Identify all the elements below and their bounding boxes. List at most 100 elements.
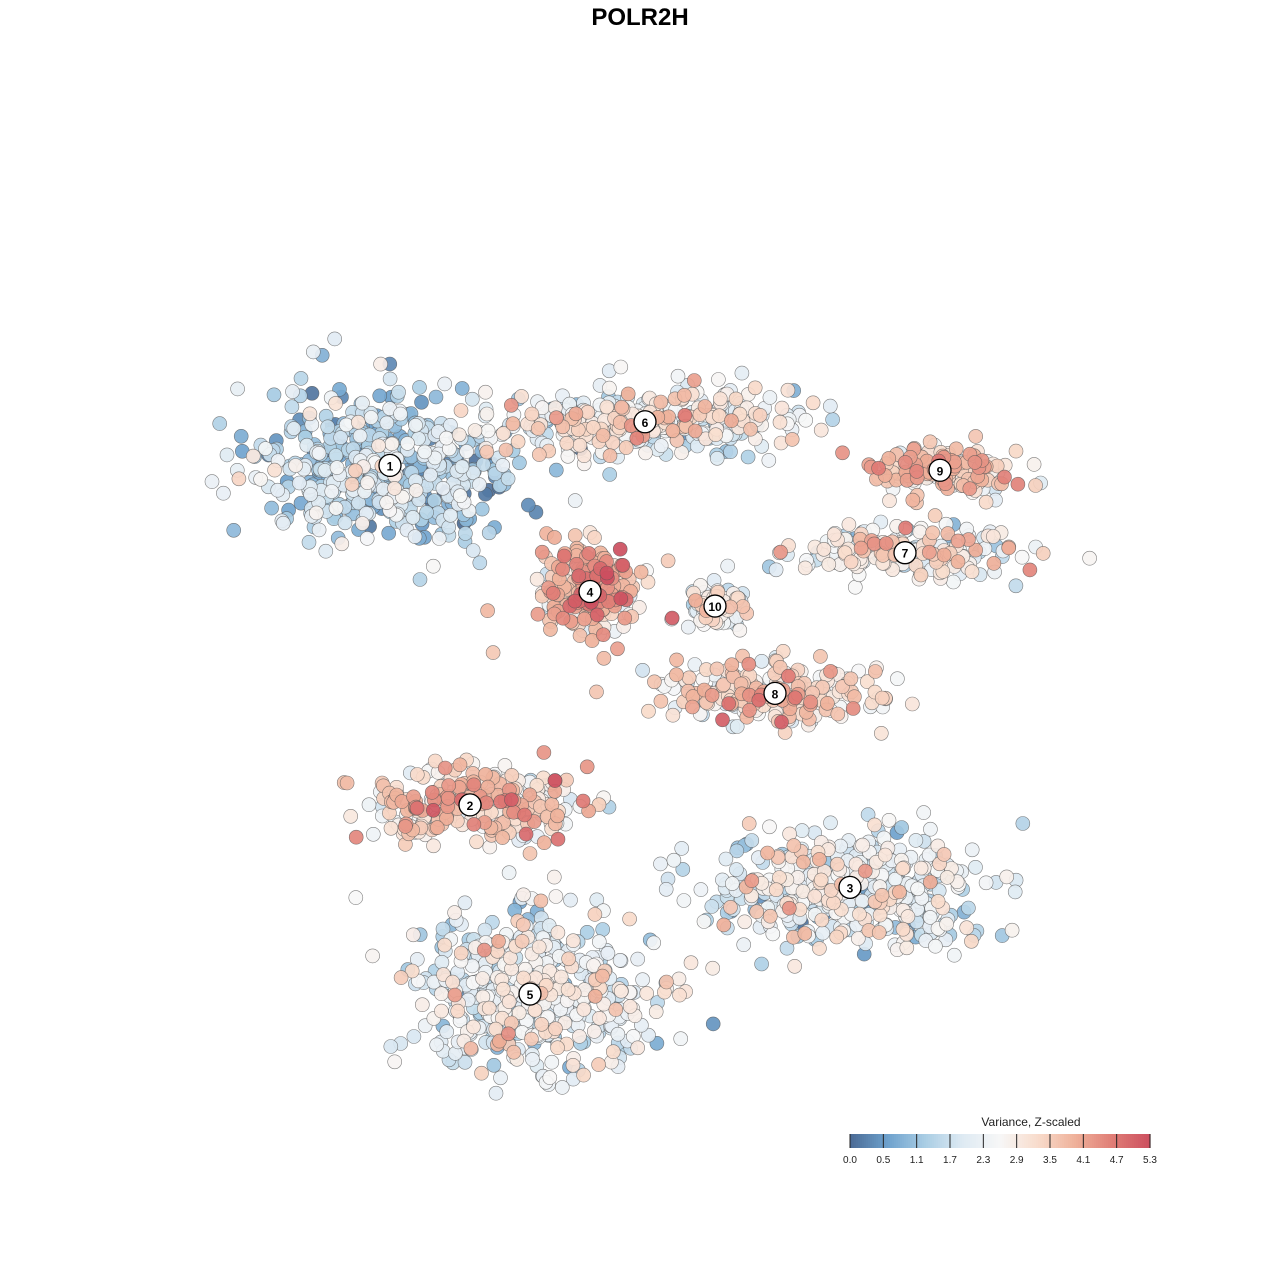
cell-point	[913, 567, 929, 583]
cluster-labels-layer: 1 6 4 10 9 7 8 2 3 5	[378, 410, 952, 1006]
cell-point	[495, 458, 511, 473]
legend-gradient-step	[894, 1134, 897, 1148]
cluster-label: 8	[763, 681, 787, 705]
cell-point	[479, 444, 495, 460]
cell-point	[371, 438, 386, 454]
cell-point	[453, 403, 469, 418]
cell-point	[898, 520, 913, 536]
cell-point	[968, 429, 984, 444]
cluster-label-badge	[518, 982, 542, 1006]
cell-point	[708, 427, 724, 443]
legend-gradient-step	[942, 1134, 945, 1148]
cluster-label-badge	[458, 793, 482, 817]
cell-point	[826, 895, 841, 911]
legend-gradient-step	[948, 1134, 951, 1148]
legend-gradient-step	[904, 1134, 907, 1148]
cell-point	[447, 987, 463, 1003]
legend-gradient-step	[996, 1134, 999, 1148]
cell-point	[264, 500, 279, 516]
legend-gradient-step	[1062, 1134, 1065, 1148]
cell-point	[985, 529, 1001, 544]
cluster-label-text: 10	[708, 600, 722, 614]
cell-point	[324, 484, 340, 499]
legend-gradient-step	[1088, 1134, 1091, 1148]
cell-point	[715, 712, 730, 728]
cell-point	[772, 414, 788, 430]
cell-point	[671, 971, 687, 987]
legend-tick-label: 4.1	[1076, 1155, 1090, 1166]
cell-point	[500, 471, 516, 487]
cell-point	[533, 893, 549, 909]
legend-gradient-step	[1120, 1134, 1123, 1148]
cell-point	[721, 696, 737, 711]
legend-gradient-step	[1116, 1134, 1119, 1148]
cluster-label-text: 6	[642, 416, 649, 430]
cell-point	[555, 610, 571, 626]
legend-gradient-step	[908, 1134, 911, 1148]
cell-point	[961, 900, 976, 916]
cell-point	[664, 610, 680, 626]
cell-point	[873, 725, 889, 741]
cell-point	[749, 904, 765, 920]
cell-point	[305, 344, 321, 360]
cell-point	[355, 395, 370, 411]
cell-point	[894, 820, 909, 835]
legend-gradient-step	[968, 1134, 971, 1148]
legend-gradient-step	[936, 1134, 939, 1148]
cluster-label-text: 7	[902, 547, 909, 561]
cell-point	[517, 807, 532, 823]
legend-gradient-step	[1080, 1134, 1083, 1148]
cell-point	[518, 826, 534, 842]
cell-point	[469, 834, 484, 850]
cell-point	[841, 517, 857, 532]
cell-point	[905, 492, 921, 508]
cell-point	[516, 887, 531, 903]
cell-point	[338, 417, 354, 433]
cell-point	[978, 494, 994, 510]
cell-point	[728, 391, 744, 407]
legend-gradient-step	[886, 1134, 889, 1148]
cell-point	[780, 382, 796, 398]
cell-point	[1014, 549, 1030, 565]
cell-point	[653, 438, 669, 453]
legend-gradient-step	[1140, 1134, 1143, 1148]
legend-gradient-step	[1066, 1134, 1069, 1148]
cell-point	[805, 395, 821, 411]
cell-point	[741, 656, 757, 672]
legend-gradient-step	[954, 1134, 957, 1148]
cluster-label: 5	[518, 982, 542, 1006]
cell-point	[514, 933, 530, 949]
cell-point	[675, 862, 691, 877]
cell-point	[428, 389, 444, 405]
cell-point	[740, 449, 756, 465]
cell-point	[826, 527, 842, 542]
cell-point	[577, 611, 592, 627]
cell-point	[344, 476, 360, 492]
cell-point	[752, 407, 768, 423]
legend-gradient-step	[1098, 1134, 1101, 1148]
cell-point	[398, 819, 413, 834]
cell-point	[908, 833, 924, 848]
cell-point	[343, 808, 359, 824]
cell-point	[459, 444, 474, 459]
cell-point	[383, 1039, 399, 1054]
legend-gradient-step	[1094, 1134, 1097, 1148]
cell-point	[687, 423, 703, 439]
legend-gradient-step	[1090, 1134, 1093, 1148]
cell-point	[333, 430, 348, 445]
cell-point	[871, 460, 886, 476]
cell-point	[478, 384, 493, 400]
cell-point	[511, 1005, 527, 1021]
legend-gradient-step	[898, 1134, 901, 1148]
cell-point	[534, 1017, 549, 1032]
legend-gradient-step	[1076, 1134, 1079, 1148]
cell-point	[660, 553, 676, 569]
cell-point	[560, 448, 576, 464]
legend-gradient-step	[1106, 1134, 1109, 1148]
cell-point	[599, 565, 615, 581]
cell-point	[939, 870, 955, 885]
legend-gradient-step	[1014, 1134, 1017, 1148]
cell-point	[786, 838, 802, 853]
cell-point	[317, 463, 333, 478]
cell-point	[968, 542, 984, 558]
